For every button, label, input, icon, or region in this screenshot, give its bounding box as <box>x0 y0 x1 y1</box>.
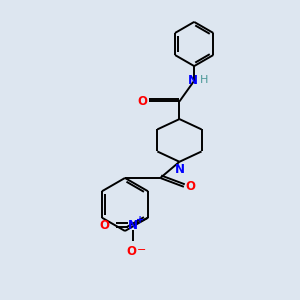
Text: +: + <box>136 215 144 225</box>
Text: H: H <box>200 75 208 85</box>
Text: O: O <box>137 95 147 108</box>
Text: O: O <box>127 245 137 258</box>
Text: N: N <box>188 74 198 87</box>
Text: N: N <box>128 219 138 232</box>
Text: O: O <box>100 219 110 232</box>
Text: N: N <box>174 163 184 176</box>
Text: −: − <box>137 245 146 255</box>
Text: O: O <box>185 180 195 193</box>
